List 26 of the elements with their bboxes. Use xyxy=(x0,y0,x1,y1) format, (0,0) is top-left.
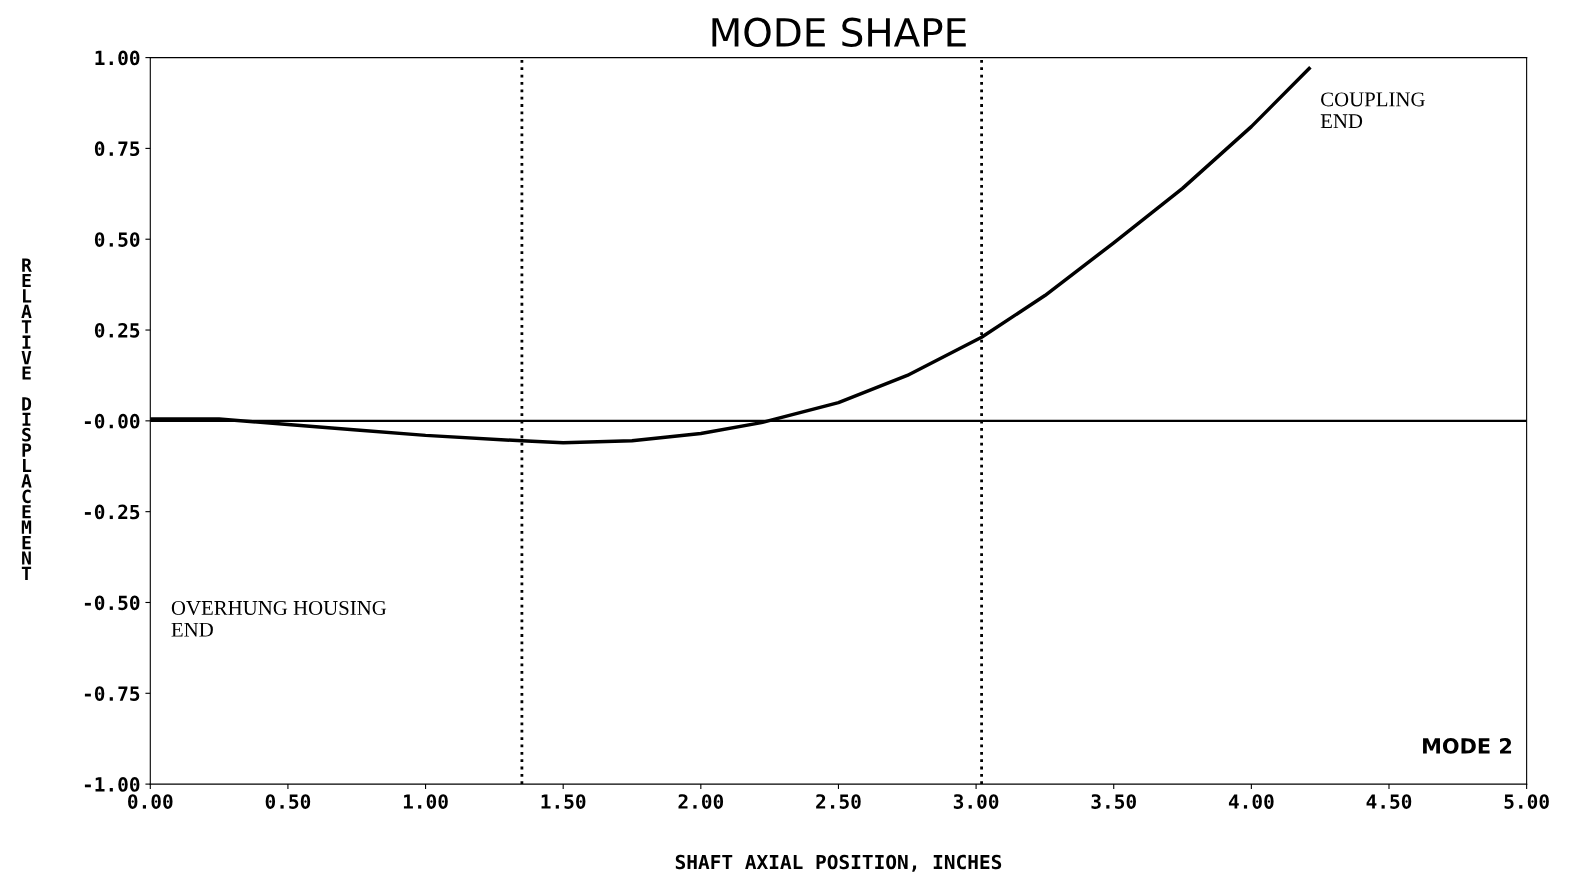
y-tick-label: 0.25 xyxy=(94,322,140,338)
x-tick-label: 1.00 xyxy=(403,794,448,809)
chart-title: MODE SHAPE xyxy=(712,17,966,48)
y-tick-label: 0.50 xyxy=(94,232,140,247)
y-tick-label: 0.75 xyxy=(94,141,140,157)
x-tick-label: 4.00 xyxy=(1228,794,1274,809)
x-tick-label: 2.00 xyxy=(678,794,724,809)
text: RELATIVE DISPLACEMENT xyxy=(21,258,32,580)
x-tick-label: 0.00 xyxy=(128,794,173,809)
x-tick-label: 3.50 xyxy=(1091,794,1136,809)
x-tick-label: 0.50 xyxy=(265,794,311,809)
y-tick-label: -0.50 xyxy=(84,595,140,611)
x-axis-title: SHAFT AXIAL POSITION, INCHES xyxy=(675,854,1002,872)
annotation: MODE 2 xyxy=(1423,738,1512,754)
y-tick-label: -0.00 xyxy=(84,413,140,429)
x-tick-label: 1.50 xyxy=(541,794,586,809)
y-tick-label: 1.00 xyxy=(95,50,140,66)
x-tick-label: 5.00 xyxy=(1504,794,1549,809)
y-tick-label: -1.00 xyxy=(84,777,140,792)
x-tick-label: 3.00 xyxy=(953,794,999,809)
annotation: COUPLING END xyxy=(1320,92,1425,129)
y-tick-label: -0.25 xyxy=(84,504,140,520)
annotation: OVERHUNG HOUSING END xyxy=(171,600,387,637)
x-tick-label: 2.50 xyxy=(816,794,861,809)
x-tick-label: 4.50 xyxy=(1366,794,1412,809)
y-tick-label: -0.75 xyxy=(84,686,140,701)
